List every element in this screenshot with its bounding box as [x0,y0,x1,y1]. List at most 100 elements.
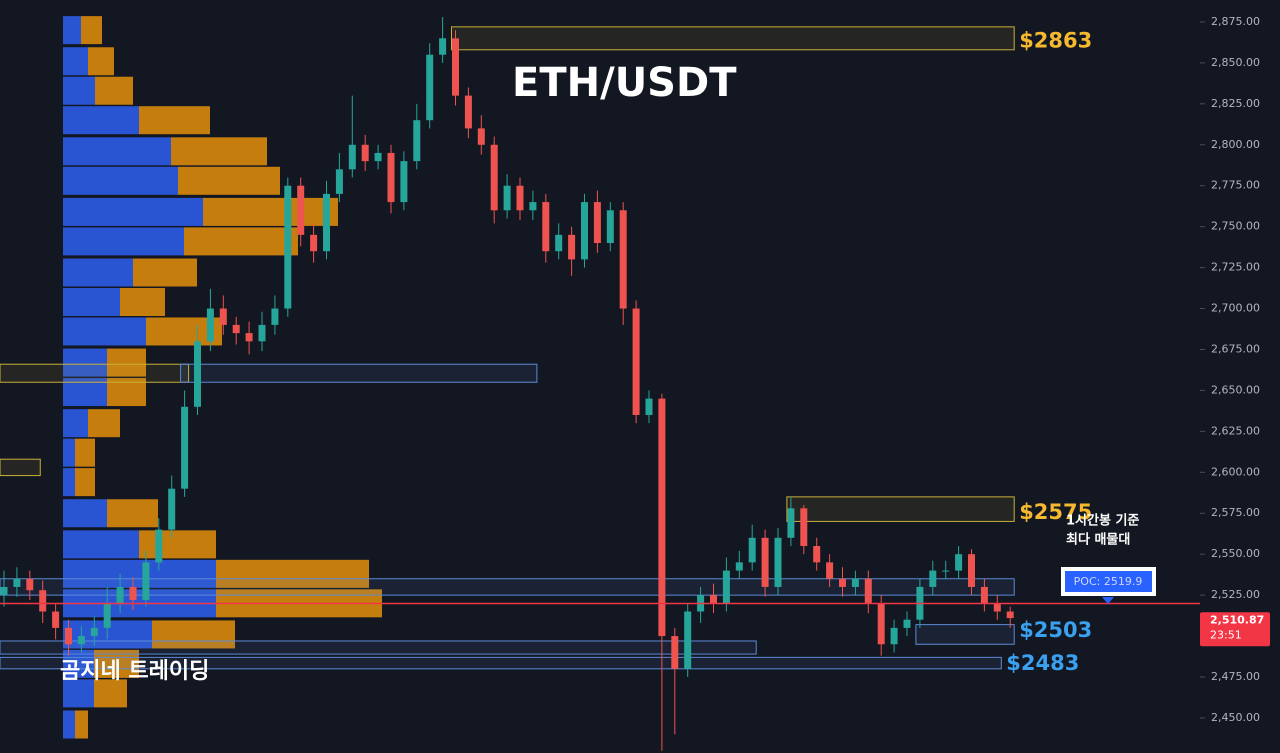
profile-sell [107,348,146,377]
profile-buy [63,287,120,316]
candle-body [194,341,201,407]
profile-sell [94,679,127,708]
candle-body [323,193,330,252]
candle-body [503,185,511,211]
candle-body [439,38,447,55]
profile-buy [63,468,75,497]
y-tick-label: 2,775.00 [1211,179,1260,192]
profile-buy [63,166,178,195]
profile-sell [152,620,235,649]
candle-body [658,398,666,637]
candle-body [310,234,318,252]
zone-label: $2483 [1006,651,1079,675]
candle-body [684,611,692,669]
y-tick-label: 2,625.00 [1211,424,1260,437]
candle-body [400,161,408,203]
profile-sell [139,106,210,135]
zones: $2863 $2575 $2503 $2483 [0,26,1092,675]
candle-body [671,636,679,669]
profile-buy [63,317,146,346]
y-tick-label: 2,750.00 [1211,220,1260,233]
candle-body [413,120,421,162]
candle-body [168,488,176,530]
candle-body [374,152,382,162]
y-tick-label: 2,575.00 [1211,506,1260,519]
profile-sell [88,409,120,438]
candle-body [271,308,279,325]
annotation: 최다 매물대 [1066,532,1130,548]
profile-sell [139,530,216,559]
profile-buy [63,227,184,256]
candle-body [26,578,34,591]
price-box [1200,612,1270,647]
candle-body [65,627,72,645]
profile-sell [107,499,158,528]
profile-buy [63,438,75,467]
y-tick-label: 2,600.00 [1211,465,1260,478]
candle-body [632,308,640,415]
zone-label: $2503 [1019,618,1092,642]
zone [786,496,1015,522]
profile-buy [63,409,88,438]
y-tick-label: 2,450.00 [1211,711,1260,724]
candle-body [116,586,124,604]
candle-body [968,554,975,587]
y-tick-label: 2,725.00 [1211,261,1260,274]
profile-buy [63,499,107,528]
candle-body [542,202,550,252]
candle-body [452,38,459,96]
y-tick-label: 2,675.00 [1211,342,1260,355]
candle-body [851,578,859,587]
y-tick-label: 2,650.00 [1211,383,1260,396]
candle-body [748,537,756,563]
y-tick-label: 2,825.00 [1211,97,1260,110]
candle-body [39,590,47,612]
candle-body [0,586,8,596]
candle-body [942,570,950,572]
profile-buy [63,258,133,287]
candle-body [955,554,963,571]
y-tick-label: 2,550.00 [1211,547,1260,560]
candle-body [361,144,369,162]
candle-body [581,202,588,260]
profile-sell [95,76,133,105]
candle-body [13,578,21,587]
candle-body [722,570,730,604]
candle-body [348,144,356,170]
candle-body [839,578,846,587]
profile-buy [63,530,139,559]
zone-label: $2863 [1019,29,1092,53]
candle-body [529,202,537,211]
profile-sell [81,16,102,45]
profile-buy [63,559,216,588]
candle-body [890,627,898,645]
profile-sell [88,47,114,76]
candle-body [993,603,1001,612]
candle-body [826,562,834,579]
zone [915,624,1015,645]
y-tick-label: 2,800.00 [1211,138,1260,151]
candle-body [761,537,769,587]
chart-title: ETH/USDT [512,60,737,106]
y-tick-label: 2,875.00 [1211,15,1260,28]
profile-sell [75,438,95,467]
candle-body [335,169,343,194]
countdown: 23:51 [1210,628,1242,641]
candle-body [258,324,266,342]
candle-body [980,586,988,604]
candle-body [1006,611,1014,619]
profile-sell [216,559,369,588]
candle-body [593,202,601,244]
y-tick-label: 2,525.00 [1211,588,1260,601]
candle-body [774,537,782,587]
candle-body [606,210,614,244]
candle-body [568,234,576,260]
candle-body [284,185,292,309]
profile-sell [75,468,95,497]
zone [0,363,190,383]
candle-body [77,636,85,645]
poc-box [1065,571,1152,592]
candle-body [813,545,821,563]
candle-body [516,185,524,211]
candle-body [297,185,305,235]
